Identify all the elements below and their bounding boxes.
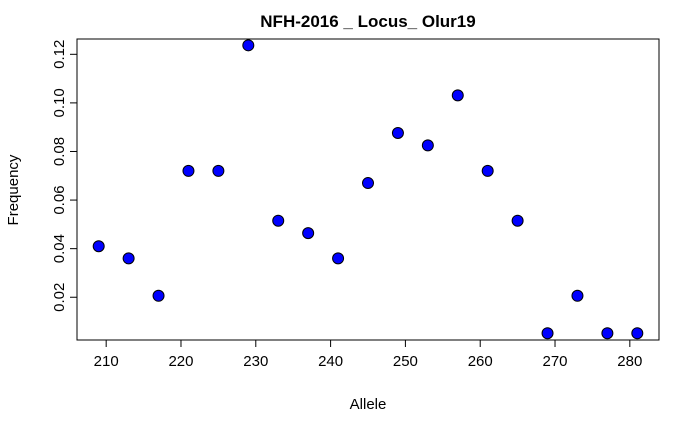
data-points <box>92 39 644 340</box>
y-tick-label: 0.06 <box>51 185 68 214</box>
x-tick-label: 280 <box>617 353 642 370</box>
data-point <box>332 252 345 265</box>
data-point <box>92 240 105 253</box>
x-tick-label: 220 <box>168 353 193 370</box>
data-point <box>362 177 374 190</box>
y-tick-label: 0.04 <box>51 234 68 263</box>
data-point <box>571 289 584 302</box>
data-point <box>122 252 135 265</box>
data-point <box>541 327 554 340</box>
x-axis: 210 220 230 240 250 260 270 280 <box>94 340 642 370</box>
x-axis-label: Allele <box>350 396 387 413</box>
data-point <box>302 227 315 240</box>
plot-frame <box>76 38 660 341</box>
data-point <box>212 164 225 177</box>
data-point <box>481 164 494 177</box>
data-point <box>182 164 195 177</box>
data-point <box>391 127 404 140</box>
x-tick-label: 230 <box>243 353 268 370</box>
x-tick-label: 240 <box>318 353 343 370</box>
y-tick-label: 0.02 <box>51 283 68 312</box>
x-tick-label: 270 <box>543 353 568 370</box>
data-point <box>451 89 464 102</box>
y-tick-label: 0.08 <box>51 137 68 166</box>
y-tick-label: 0.12 <box>51 40 68 69</box>
y-axis: 0.02 0.04 0.06 0.08 0.10 0.12 <box>51 40 77 312</box>
data-point <box>152 289 165 302</box>
data-point <box>242 39 255 52</box>
y-axis-label: Frequency <box>5 154 22 225</box>
x-tick-label: 260 <box>468 353 493 370</box>
chart-title: NFH-2016 _ Locus_ Olur19 <box>260 12 475 31</box>
data-point <box>631 327 644 340</box>
data-point <box>601 327 614 340</box>
data-point <box>511 214 524 227</box>
data-point <box>421 139 434 152</box>
y-tick-label: 0.10 <box>51 88 68 117</box>
data-point <box>272 214 285 227</box>
x-tick-label: 210 <box>94 353 119 370</box>
x-tick-label: 250 <box>393 353 418 370</box>
